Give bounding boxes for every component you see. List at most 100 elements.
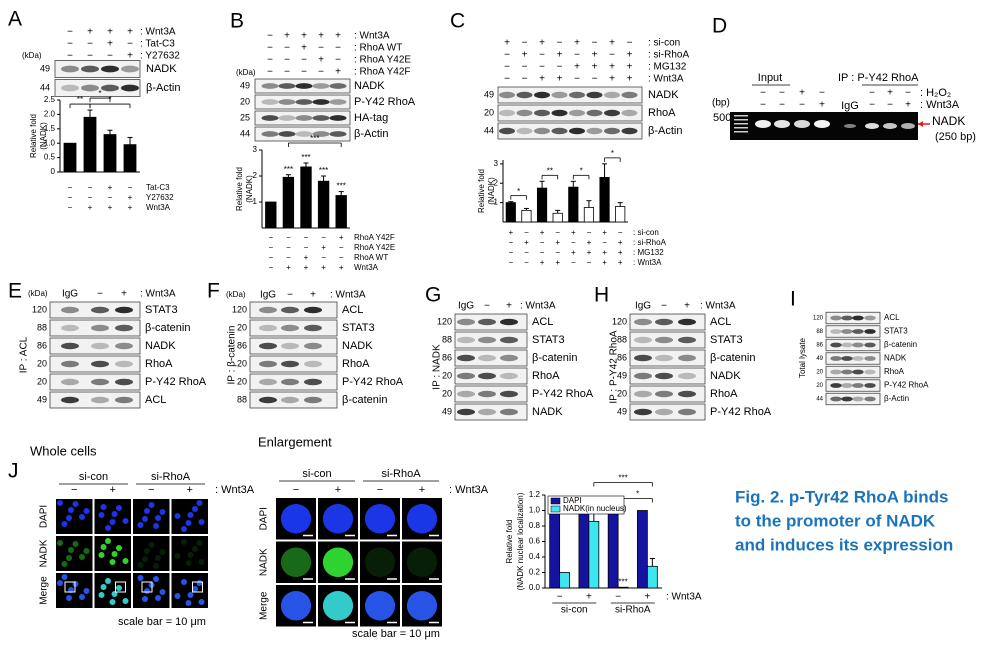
treatment-sign: −	[508, 248, 513, 257]
blot-label: β-catenin	[342, 394, 387, 406]
treatment-sign: +	[335, 67, 341, 78]
kda-header: (kDa)	[22, 51, 42, 60]
blot-band	[678, 336, 696, 344]
kda-header: (kDa)	[28, 289, 48, 298]
treatment-sign: −	[508, 258, 513, 267]
treatment-sign: +	[618, 258, 623, 267]
treatment-sign: −	[284, 55, 290, 66]
nucleus	[98, 592, 105, 598]
bar	[615, 206, 626, 223]
group-label: si-con	[561, 605, 588, 616]
blot-band	[259, 378, 277, 386]
treatment-name: : Wnt3A	[354, 31, 390, 42]
legend-label: DAPI	[563, 496, 582, 505]
treatment-sign: +	[321, 243, 326, 252]
treatment-sign: +	[609, 38, 615, 49]
panel-label: B	[230, 10, 244, 33]
treatment-sign: −	[67, 27, 73, 38]
nucleus	[57, 580, 63, 586]
treatment-sign: +	[618, 238, 623, 247]
treatment-name: : si-con	[648, 38, 680, 49]
treatment-name: : Tat-C3	[140, 39, 175, 50]
treatment-sign: +	[108, 203, 113, 212]
treatment-sign: +	[905, 100, 911, 111]
treatment-sign: −	[88, 193, 93, 202]
blot-label: RhoA	[342, 358, 370, 370]
blot-band	[604, 109, 620, 117]
nucleus	[280, 590, 312, 621]
nucleus	[66, 515, 72, 521]
nucleus	[181, 579, 187, 585]
scale-note: scale bar = 10 μm	[352, 628, 440, 640]
treatment-sign: +	[627, 74, 633, 85]
blot-strip	[249, 319, 338, 337]
treatment-sign: −	[128, 183, 133, 192]
gel-band	[755, 120, 771, 128]
blot-label: STAT3	[884, 327, 908, 336]
significance: ***	[618, 577, 627, 586]
blot-strip	[629, 349, 706, 367]
blot-band	[91, 306, 109, 314]
y-axis-label: Relative fold	[477, 169, 486, 213]
treatment-sign: −	[540, 238, 545, 247]
y-tick-label: 1.0	[44, 138, 56, 147]
blot-label: RhoA	[145, 358, 173, 370]
treatment-sign: −	[557, 38, 563, 49]
nucleus	[181, 539, 187, 545]
blot-band	[534, 127, 550, 135]
treatment-sign: −	[504, 50, 510, 61]
lane-header: −	[484, 301, 490, 312]
treatment-sign: −	[779, 88, 785, 99]
blot-band	[841, 315, 853, 321]
treatment-name: : Wnt3A	[666, 592, 702, 603]
lane-header: IgG	[62, 289, 78, 300]
blot-label: STAT3	[710, 334, 743, 346]
treatment-name: : Wnt3A	[449, 484, 489, 496]
blot-band	[864, 342, 876, 348]
blot-label: STAT3	[145, 304, 178, 316]
lane-header: IgG	[458, 301, 474, 312]
blot-band	[329, 99, 347, 105]
treatment-name: : MG132	[633, 248, 664, 257]
blot-label: P-Y42 RhoA	[710, 406, 772, 418]
nucleus	[181, 526, 187, 532]
blot-band	[61, 84, 79, 92]
row-label: DAPI	[259, 507, 270, 530]
blot-band	[457, 372, 475, 380]
blot-label: β-Actin	[648, 125, 682, 137]
blot-label: NADK	[342, 340, 373, 352]
kda-marker: 88	[237, 394, 247, 404]
treatment-sign: +	[128, 193, 133, 202]
blot-label: NADK	[710, 370, 741, 382]
treatment-sign: +	[187, 484, 193, 496]
micrograph	[360, 541, 400, 583]
bar	[578, 510, 590, 589]
group-label: si-con	[79, 471, 108, 483]
treatment-name: : RhoA Y42F	[354, 67, 411, 78]
treatment-sign: +	[128, 203, 133, 212]
nucleus	[111, 551, 118, 557]
treatment-name: Y27632	[146, 193, 174, 202]
treatment-sign: −	[779, 100, 785, 111]
micrograph	[402, 541, 442, 583]
bar	[549, 510, 561, 589]
treatment-name: : si-con	[633, 228, 659, 237]
blot-band	[841, 369, 853, 375]
x-tick-label: −	[615, 592, 621, 603]
kda-marker: 86	[37, 340, 47, 350]
blot-band	[61, 378, 79, 386]
treatment-name: RhoA WT	[354, 253, 388, 262]
nucleus	[198, 519, 205, 525]
kda-marker: 86	[442, 352, 452, 362]
blot-label: RhoA	[710, 388, 738, 400]
kda-header: (kDa)	[236, 68, 256, 77]
nucleus	[187, 512, 194, 518]
blot-band	[261, 83, 279, 89]
lane-header: +	[121, 289, 127, 300]
bar	[300, 166, 312, 229]
nucleus	[192, 546, 198, 552]
row-label: Merge	[39, 576, 50, 605]
treatment-sign: −	[301, 55, 307, 66]
blot-label: β-catenin	[145, 322, 190, 334]
lane-header: +	[684, 301, 690, 312]
